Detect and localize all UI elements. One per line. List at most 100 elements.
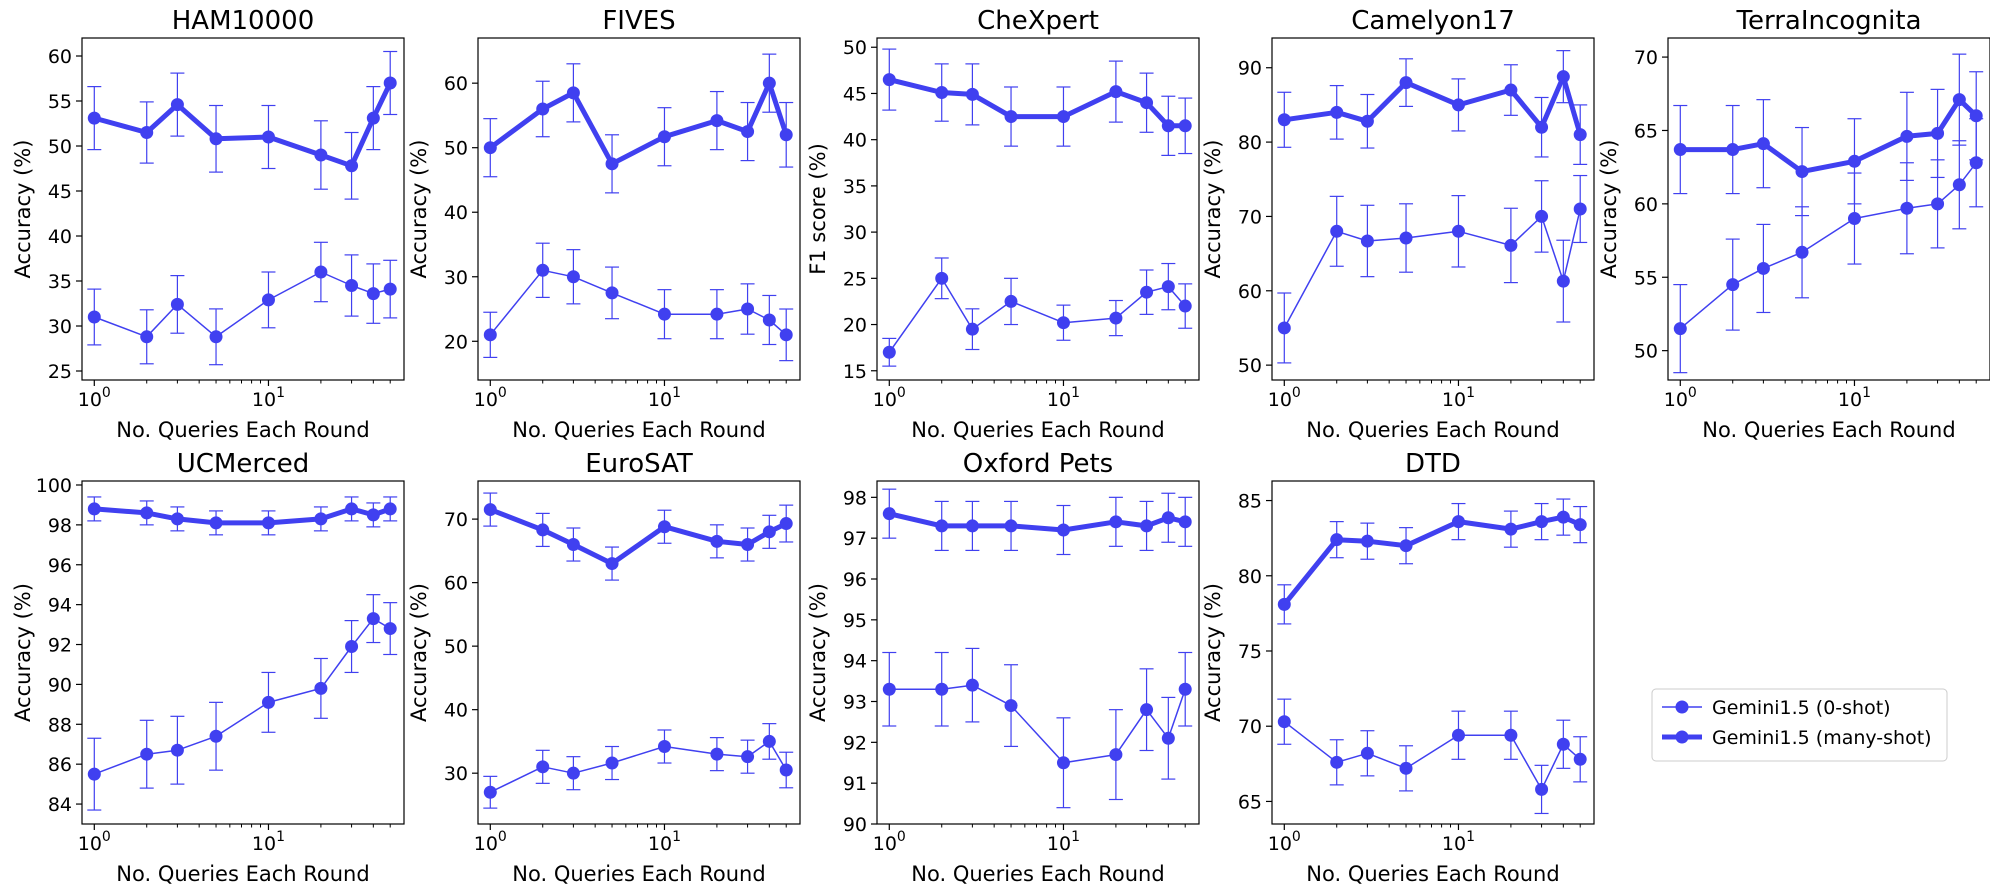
data-point bbox=[741, 302, 755, 316]
y-tick-label: 93 bbox=[843, 692, 867, 714]
data-point bbox=[366, 287, 380, 301]
data-point bbox=[536, 523, 550, 537]
series-zero-shot bbox=[483, 723, 794, 809]
legend-label-many: Gemini1.5 (many-shot) bbox=[1712, 727, 1932, 749]
y-tick-label: 90 bbox=[843, 814, 867, 836]
series-zero-shot bbox=[882, 647, 1193, 809]
series-line bbox=[889, 684, 1186, 764]
data-point bbox=[741, 125, 755, 139]
data-point bbox=[1330, 755, 1344, 769]
data-point bbox=[1161, 280, 1175, 294]
data-point bbox=[1451, 515, 1465, 529]
data-point bbox=[1504, 83, 1518, 97]
series-zero-shot bbox=[1673, 118, 1984, 374]
data-point bbox=[1952, 93, 1966, 107]
x-tick-label: 100 bbox=[78, 385, 111, 411]
data-point bbox=[1056, 110, 1070, 124]
data-point bbox=[261, 130, 275, 144]
y-tick-label: 70 bbox=[1238, 716, 1262, 738]
data-point bbox=[366, 508, 380, 522]
data-point bbox=[314, 265, 328, 279]
series-many-shot bbox=[1277, 50, 1588, 165]
data-point bbox=[1535, 515, 1549, 529]
data-point bbox=[1451, 224, 1465, 238]
x-tick-label: 101 bbox=[1442, 385, 1475, 411]
data-point bbox=[762, 525, 776, 539]
x-axis-label: No. Queries Each Round bbox=[116, 862, 369, 886]
y-tick-label: 92 bbox=[843, 732, 867, 754]
data-point bbox=[209, 132, 223, 146]
y-tick-label: 90 bbox=[1238, 58, 1262, 80]
data-point bbox=[1756, 137, 1770, 151]
series-zero-shot bbox=[882, 257, 1193, 367]
x-tick-label: 100 bbox=[873, 829, 906, 855]
data-point bbox=[1161, 731, 1175, 745]
data-point bbox=[741, 538, 755, 552]
series-line bbox=[1282, 514, 1582, 606]
data-point bbox=[1556, 737, 1570, 751]
data-point bbox=[605, 557, 619, 571]
data-point bbox=[261, 516, 275, 530]
data-point bbox=[170, 297, 184, 311]
y-tick-label: 91 bbox=[843, 773, 867, 795]
series-many-shot bbox=[882, 48, 1193, 156]
data-point bbox=[935, 86, 949, 100]
y-tick-label: 60 bbox=[1634, 194, 1658, 216]
data-point bbox=[1795, 165, 1809, 179]
data-point bbox=[383, 76, 397, 90]
y-tick-label: 75 bbox=[1238, 641, 1262, 663]
data-point bbox=[1140, 519, 1154, 533]
chart-panel-4: TerraIncognita 50 55 60 65 70 100 101 No. Querie… bbox=[1597, 6, 1990, 442]
data-point bbox=[1277, 715, 1291, 729]
y-tick-label: 60 bbox=[1238, 281, 1262, 303]
legend-swatch-marker bbox=[1675, 730, 1689, 744]
data-point bbox=[1931, 197, 1945, 211]
y-tick-label: 94 bbox=[843, 651, 867, 673]
data-point bbox=[1673, 322, 1687, 336]
data-point bbox=[1004, 110, 1018, 124]
data-point bbox=[779, 128, 793, 142]
data-point bbox=[170, 98, 184, 112]
data-point bbox=[1847, 212, 1861, 226]
panel-title: Camelyon17 bbox=[1351, 6, 1515, 36]
legend-box bbox=[1651, 688, 1948, 762]
panel-title: CheXpert bbox=[977, 6, 1099, 36]
y-tick-label: 40 bbox=[843, 130, 867, 152]
data-point bbox=[483, 785, 497, 799]
data-point bbox=[779, 517, 793, 531]
x-tick-label: 101 bbox=[648, 385, 681, 411]
y-tick-label: 50 bbox=[444, 138, 468, 160]
chart-panel-8: DTD 65 70 75 80 85 100 101 No. Queries Each Roun… bbox=[1201, 449, 1595, 886]
series-many-shot bbox=[483, 492, 794, 581]
data-point bbox=[1178, 515, 1192, 529]
series-line bbox=[94, 271, 391, 338]
y-axis-label: Accuracy (%) bbox=[407, 140, 431, 279]
data-point bbox=[170, 743, 184, 757]
panel-title: HAM10000 bbox=[172, 6, 314, 36]
y-tick-label: 70 bbox=[444, 509, 468, 531]
x-tick-label: 101 bbox=[1442, 829, 1475, 855]
data-point bbox=[536, 102, 550, 116]
x-tick-label: 101 bbox=[648, 829, 681, 855]
x-axis-label: No. Queries Each Round bbox=[512, 862, 765, 886]
data-point bbox=[87, 767, 101, 781]
y-tick-label: 50 bbox=[843, 37, 867, 59]
data-point bbox=[209, 516, 223, 530]
data-point bbox=[1360, 114, 1374, 128]
data-point bbox=[657, 307, 671, 321]
series-many-shot bbox=[483, 53, 794, 194]
y-tick-label: 25 bbox=[843, 268, 867, 290]
y-tick-label: 88 bbox=[48, 714, 72, 736]
x-tick-label: 100 bbox=[78, 829, 111, 855]
series-line bbox=[489, 507, 788, 567]
y-tick-label: 60 bbox=[444, 573, 468, 595]
data-point bbox=[1535, 209, 1549, 223]
y-axis-label: F1 score (%) bbox=[806, 143, 830, 275]
data-point bbox=[1140, 96, 1154, 110]
chart-panel-0: HAM10000 25 30 35 40 45 50 55 60 100 101 No. Querie… bbox=[11, 6, 405, 442]
data-point bbox=[1535, 120, 1549, 134]
x-tick-label: 100 bbox=[1268, 829, 1301, 855]
x-axis-label: No. Queries Each Round bbox=[911, 418, 1164, 442]
data-point bbox=[1726, 278, 1740, 292]
x-tick-label: 100 bbox=[873, 385, 906, 411]
